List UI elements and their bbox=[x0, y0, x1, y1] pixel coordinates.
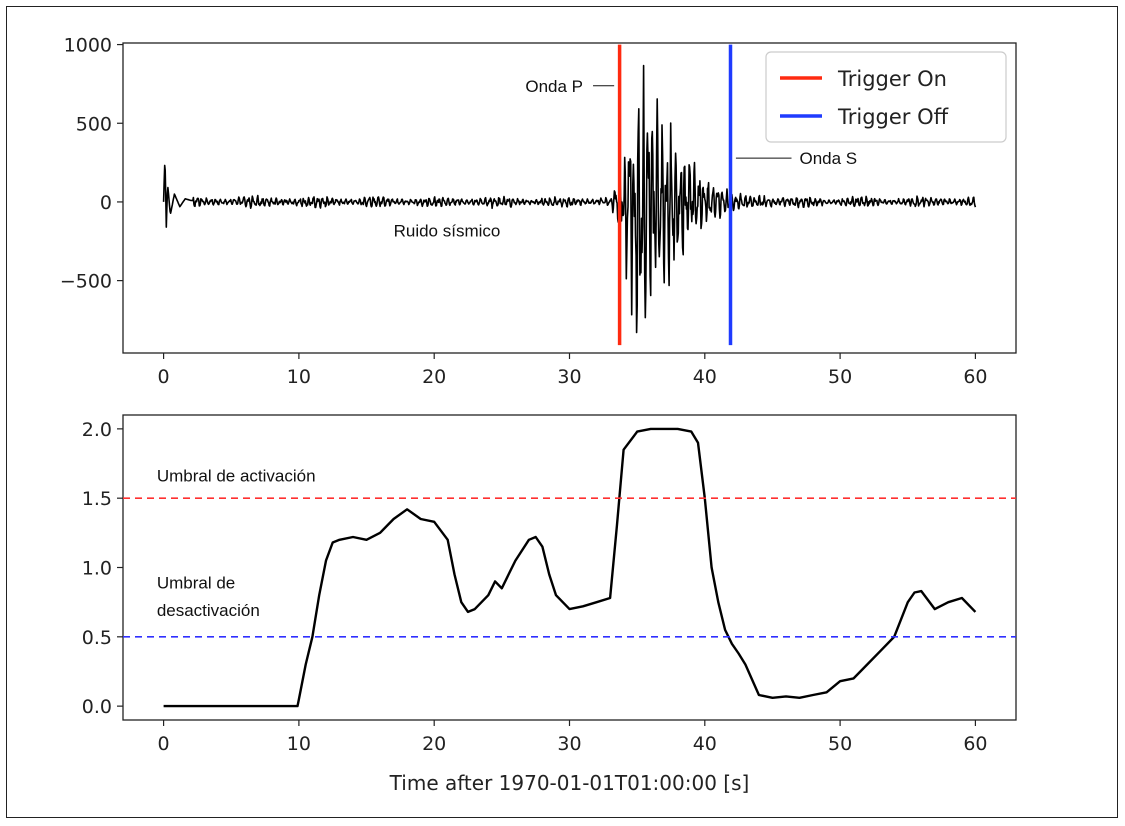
x-axis-label: Time after 1970-01-01T01:00:00 [s] bbox=[389, 771, 750, 795]
y-tick-label: 0.5 bbox=[82, 627, 112, 649]
y-tick-label: 500 bbox=[76, 113, 112, 135]
y-tick-label: 1.5 bbox=[82, 488, 112, 510]
legend-box bbox=[765, 51, 1007, 143]
x-tick-label: 0 bbox=[158, 366, 170, 388]
x-tick-label: 10 bbox=[287, 366, 311, 388]
annotation-text: Onda P bbox=[525, 77, 583, 96]
annotation-text: Umbral de activación bbox=[157, 467, 316, 486]
y-tick-label: 0.0 bbox=[82, 696, 112, 718]
y-tick-label: 2.0 bbox=[82, 419, 112, 441]
x-tick-label: 50 bbox=[828, 366, 852, 388]
legend-label: Trigger Off bbox=[837, 105, 949, 129]
x-tick-label: 40 bbox=[693, 733, 717, 755]
annotation-text: desactivación bbox=[157, 601, 260, 620]
annotation-text: Ruido sísmico bbox=[394, 222, 501, 241]
x-tick-label: 60 bbox=[963, 366, 987, 388]
x-tick-label: 30 bbox=[557, 733, 581, 755]
x-tick-label: 30 bbox=[557, 366, 581, 388]
y-tick-label: 0 bbox=[100, 192, 112, 214]
x-tick-label: 40 bbox=[693, 366, 717, 388]
figure-frame bbox=[6, 6, 1118, 818]
x-tick-label: 10 bbox=[287, 733, 311, 755]
x-tick-label: 50 bbox=[828, 733, 852, 755]
x-tick-label: 0 bbox=[158, 733, 170, 755]
data-series-line bbox=[163, 427, 977, 708]
y-tick-label: −500 bbox=[60, 271, 112, 293]
y-tick-label: 1.0 bbox=[82, 558, 112, 580]
annotation-text: Onda S bbox=[800, 149, 858, 168]
x-tick-label: 20 bbox=[422, 733, 446, 755]
x-tick-label: 20 bbox=[422, 366, 446, 388]
y-tick-label: 1000 bbox=[64, 35, 112, 57]
legend-label: Trigger On bbox=[837, 67, 947, 91]
data-series-line bbox=[162, 64, 977, 334]
x-tick-label: 60 bbox=[963, 733, 987, 755]
annotation-text: Umbral de bbox=[157, 573, 235, 592]
